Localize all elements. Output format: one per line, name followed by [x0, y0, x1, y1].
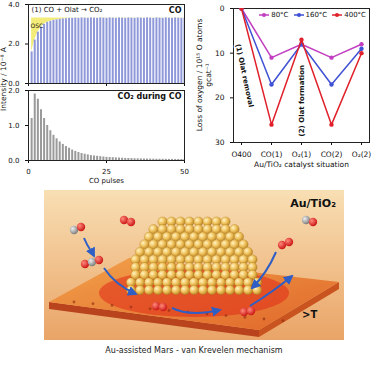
svg-text:0: 0: [26, 168, 30, 176]
svg-text:O₂(2): O₂(2): [352, 150, 372, 159]
svg-text:30: 30: [215, 138, 225, 147]
svg-text:OSC: OSC: [31, 22, 44, 29]
svg-text:2.0: 2.0: [8, 88, 19, 95]
svg-text:O₂(1): O₂(1): [292, 150, 312, 159]
svg-text:25: 25: [102, 168, 111, 176]
svg-text:CO(1): CO(1): [261, 150, 283, 159]
svg-text:1.0: 1.0: [8, 122, 19, 130]
svg-text:50: 50: [180, 168, 189, 176]
svg-text:(1) Olat removal: (1) Olat removal: [234, 43, 255, 108]
svg-text:(2) Olat formation: (2) Olat formation: [298, 65, 306, 136]
svg-text:>T: >T: [302, 309, 317, 320]
svg-text:0.0: 0.0: [8, 80, 19, 88]
svg-text:CO(2): CO(2): [321, 150, 343, 159]
html-text:Intensity / 10⁻⁸ A: Intensity / 10⁻⁸ A: [0, 47, 8, 111]
html-text:400°C: 400°C: [344, 11, 366, 19]
svg-text:Au-assisted Mars - van Krevele: Au-assisted Mars - van Krevelen mechanis…: [105, 346, 282, 355]
svg-text:2.0: 2.0: [8, 40, 19, 48]
svg-text:CO₂ during CO: CO₂ during CO: [118, 92, 182, 101]
svg-text:O400: O400: [231, 150, 251, 159]
svg-text:CO pulses: CO pulses: [89, 177, 124, 185]
svg-text:4.0: 4.0: [8, 1, 19, 9]
html-text:80°C: 80°C: [271, 11, 289, 19]
svg-text:Au/TiO₂: Au/TiO₂: [290, 197, 336, 210]
svg-text:20: 20: [215, 93, 225, 102]
svg-text:0.0: 0.0: [8, 157, 19, 165]
svg-text:(1) CO + Olat → CO₂: (1) CO + Olat → CO₂: [32, 6, 103, 14]
svg-text:CO: CO: [169, 6, 182, 15]
html-text:160°C: 160°C: [305, 11, 328, 19]
svg-text:0: 0: [220, 4, 225, 13]
svg-text:10: 10: [215, 49, 225, 58]
svg-text:Au/TiO₂ catalyst situation: Au/TiO₂ catalyst situation: [254, 160, 349, 169]
html-text:Loss of oxygen / 10¹⁵ O atoms: Loss of oxygen / 10¹⁵ O atoms gcat⁻¹: [195, 18, 213, 132]
